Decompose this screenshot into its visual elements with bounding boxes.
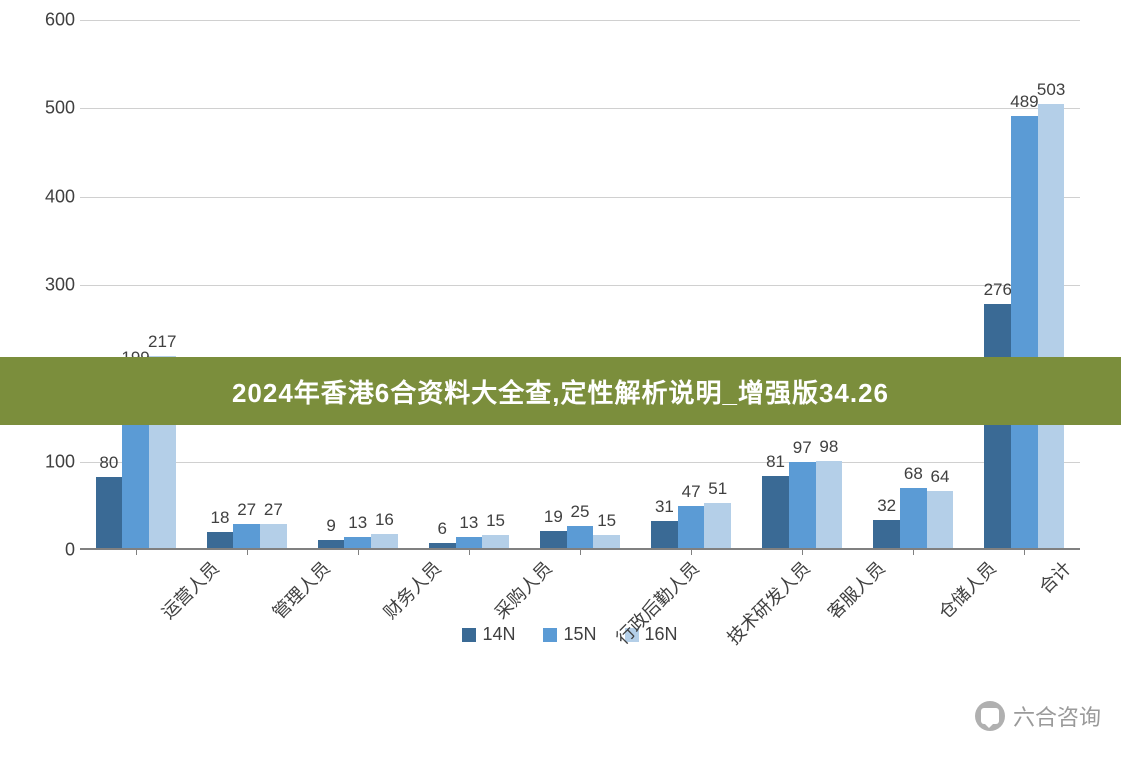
legend: 14N15N16N xyxy=(40,624,1100,645)
bar xyxy=(1011,116,1038,548)
bar-value-label: 13 xyxy=(348,513,367,533)
x-tick-mark xyxy=(691,548,692,555)
bar-value-label: 16 xyxy=(375,510,394,530)
x-tick-label: 合计 xyxy=(1033,555,1077,599)
y-tick-label: 600 xyxy=(40,10,75,31)
bar xyxy=(233,524,260,548)
gridline xyxy=(80,108,1080,109)
bar xyxy=(207,532,234,548)
x-tick-mark xyxy=(580,548,581,555)
x-tick-label: 运营人员 xyxy=(155,555,224,624)
bar-value-label: 97 xyxy=(793,438,812,458)
x-tick-label: 客服人员 xyxy=(821,555,890,624)
bar xyxy=(984,304,1011,548)
x-tick-mark xyxy=(913,548,914,555)
bar-value-label: 68 xyxy=(904,464,923,484)
bar-value-label: 27 xyxy=(264,500,283,520)
plot-area: 0100200300400500600801992171827279131661… xyxy=(80,20,1080,550)
gridline xyxy=(80,285,1080,286)
bar-value-label: 217 xyxy=(148,332,176,352)
x-tick-mark xyxy=(1024,548,1025,555)
bar xyxy=(593,535,620,548)
y-tick-label: 100 xyxy=(40,451,75,472)
x-tick-label: 财务人员 xyxy=(377,555,446,624)
bar-value-label: 80 xyxy=(99,453,118,473)
bar-value-label: 276 xyxy=(984,280,1012,300)
bar xyxy=(789,462,816,548)
bar-value-label: 32 xyxy=(877,496,896,516)
bar-value-label: 15 xyxy=(597,511,616,531)
bar-value-label: 47 xyxy=(682,482,701,502)
legend-item: 15N xyxy=(543,624,596,645)
bar xyxy=(567,526,594,548)
bar-value-label: 98 xyxy=(819,437,838,457)
bar-value-label: 19 xyxy=(544,507,563,527)
watermark: 六合咨询 xyxy=(975,700,1101,732)
bar-value-label: 503 xyxy=(1037,80,1065,100)
bar-value-label: 25 xyxy=(571,502,590,522)
bar xyxy=(318,540,345,548)
bar-value-label: 13 xyxy=(459,513,478,533)
watermark-text: 六合咨询 xyxy=(1013,700,1101,732)
bar xyxy=(371,534,398,548)
x-tick-label: 管理人员 xyxy=(266,555,335,624)
x-tick-label: 仓储人员 xyxy=(932,555,1001,624)
x-tick-mark xyxy=(136,548,137,555)
bar xyxy=(540,531,567,548)
gridline xyxy=(80,462,1080,463)
bar xyxy=(482,535,509,548)
bar-value-label: 51 xyxy=(708,479,727,499)
chart-container: 0100200300400500600801992171827279131661… xyxy=(40,10,1100,650)
bar xyxy=(344,537,371,548)
bar xyxy=(762,476,789,548)
bar xyxy=(429,543,456,548)
bar-value-label: 27 xyxy=(237,500,256,520)
bar xyxy=(651,521,678,548)
bar xyxy=(1038,104,1065,548)
bar-value-label: 9 xyxy=(326,516,335,536)
bar-value-label: 31 xyxy=(655,497,674,517)
bar xyxy=(96,477,123,548)
bar xyxy=(816,461,843,548)
y-tick-label: 500 xyxy=(40,98,75,119)
wechat-icon xyxy=(975,701,1005,731)
bar-value-label: 6 xyxy=(437,519,446,539)
legend-swatch xyxy=(543,628,557,642)
bar-value-label: 489 xyxy=(1010,92,1038,112)
gridline xyxy=(80,197,1080,198)
legend-label: 14N xyxy=(482,624,515,645)
y-tick-label: 300 xyxy=(40,275,75,296)
bar xyxy=(927,491,954,548)
overlay-banner: 2024年香港6合资料大全查,定性解析说明_增强版34.26 xyxy=(0,357,1121,425)
y-tick-label: 400 xyxy=(40,186,75,207)
bar xyxy=(873,520,900,548)
bar-value-label: 81 xyxy=(766,452,785,472)
x-tick-label: 采购人员 xyxy=(488,555,557,624)
legend-item: 14N xyxy=(462,624,515,645)
bar-value-label: 64 xyxy=(931,467,950,487)
bar xyxy=(678,506,705,548)
bar-value-label: 18 xyxy=(211,508,230,528)
bar xyxy=(900,488,927,548)
x-tick-mark xyxy=(802,548,803,555)
gridline xyxy=(80,20,1080,21)
bar xyxy=(260,524,287,548)
bar xyxy=(456,537,483,548)
x-tick-mark xyxy=(469,548,470,555)
x-tick-mark xyxy=(358,548,359,555)
x-tick-mark xyxy=(247,548,248,555)
bar-value-label: 15 xyxy=(486,511,505,531)
y-tick-label: 0 xyxy=(40,540,75,561)
legend-label: 15N xyxy=(563,624,596,645)
banner-text: 2024年香港6合资料大全查,定性解析说明_增强版34.26 xyxy=(232,373,889,410)
legend-swatch xyxy=(462,628,476,642)
bar xyxy=(704,503,731,548)
